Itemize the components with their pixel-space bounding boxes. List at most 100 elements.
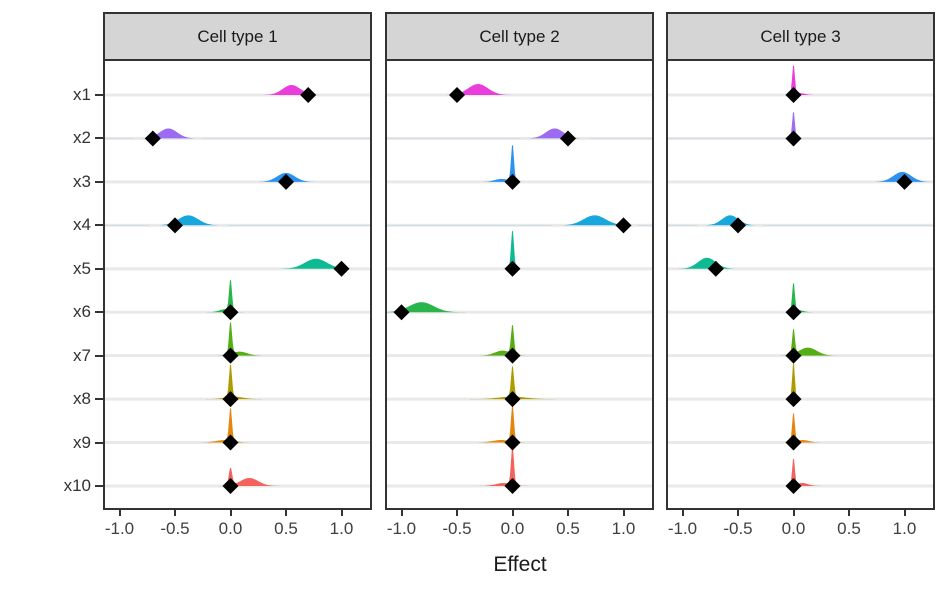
- y-tick-x7: [95, 354, 103, 357]
- point-diamond-x10: [504, 477, 521, 494]
- point-diamond-x10: [785, 477, 802, 494]
- x-tick-label-0.0: 0.0: [500, 519, 525, 538]
- facet-strip-label: Cell type 2: [479, 26, 560, 46]
- y-axis-label-x4: x4: [73, 215, 91, 235]
- point-diamond-x10: [222, 477, 239, 494]
- density-x6: [105, 280, 370, 313]
- point-diamond-x1: [785, 87, 802, 103]
- point-diamond-x1: [449, 87, 465, 103]
- gridline-x1: [387, 93, 652, 97]
- density-x6: [387, 302, 652, 313]
- facet-strip-label: Cell type 1: [197, 26, 278, 46]
- x-tick-Cell-type-3-1.0: [903, 510, 906, 516]
- x-tick-Cell-type-3--1.0: [681, 510, 684, 516]
- x-tick-label--1.0: -1.0: [104, 519, 135, 538]
- density-x6: [668, 283, 933, 313]
- y-axis-label-x8: x8: [73, 389, 91, 409]
- y-axis-label-x9: x9: [73, 432, 91, 452]
- facet-strip-cell-type-2: Cell type 2: [385, 12, 654, 61]
- point-diamond-x2: [785, 130, 802, 147]
- y-tick-x4: [95, 224, 103, 227]
- panel-cell-type-3: [666, 59, 935, 510]
- x-tick-Cell-type-1--0.5: [174, 510, 176, 516]
- y-axis-label-x10: x10: [63, 475, 91, 495]
- x-tick-label-1.0: 1.0: [611, 519, 636, 538]
- panel-canvas-cell-type-1: [105, 85, 370, 494]
- point-diamond-x2: [560, 130, 576, 147]
- density-x7: [668, 329, 933, 356]
- x-tick-label--0.5: -0.5: [723, 519, 753, 538]
- density-x8: [668, 363, 933, 400]
- density-x8: [105, 364, 370, 400]
- y-tick-x3: [95, 180, 103, 183]
- y-tick-x2: [95, 137, 103, 140]
- x-tick-label--1.0: -1.0: [667, 519, 698, 538]
- panel-cell-type-2: [385, 59, 654, 510]
- density-x2: [668, 112, 933, 139]
- x-tick-label-0.5: 0.5: [274, 519, 298, 538]
- y-axis-label-x2: x2: [73, 128, 91, 148]
- x-tick-Cell-type-3--0.5: [737, 510, 739, 516]
- gridline-x2: [105, 136, 370, 140]
- point-diamond-x9: [785, 434, 802, 451]
- x-tick-Cell-type-3-0.0: [792, 510, 795, 516]
- density-x1: [668, 65, 933, 95]
- panel-canvas-cell-type-2: [387, 84, 652, 494]
- x-tick-Cell-type-1-0.0: [229, 510, 232, 516]
- facet-strip-cell-type-1: Cell type 1: [103, 12, 372, 61]
- x-tick-Cell-type-2-0.0: [511, 510, 514, 516]
- x-tick-Cell-type-1-1.0: [340, 510, 343, 516]
- point-diamond-x2: [144, 130, 161, 147]
- density-x5: [668, 257, 933, 269]
- density-x5: [105, 258, 370, 269]
- density-x7: [105, 322, 370, 356]
- density-x4: [387, 215, 652, 226]
- point-diamond-x4: [730, 217, 746, 234]
- facet-strip-label: Cell type 3: [760, 26, 841, 46]
- facet-strip-cell-type-3: Cell type 3: [666, 12, 935, 61]
- density-x9: [668, 413, 933, 443]
- gridline-x1: [105, 93, 370, 97]
- gridline-x2: [387, 136, 652, 140]
- x-tick-Cell-type-2-1.0: [622, 510, 625, 516]
- density-x10: [105, 467, 370, 486]
- point-diamond-x5: [504, 260, 521, 277]
- density-x9: [387, 405, 652, 443]
- point-diamond-x7: [222, 347, 239, 364]
- x-tick-label-0.5: 0.5: [837, 519, 861, 538]
- point-diamond-x8: [222, 391, 239, 408]
- density-x2: [105, 128, 370, 139]
- point-diamond-x6: [393, 304, 410, 321]
- point-diamond-x8: [504, 391, 521, 408]
- point-diamond-x7: [785, 347, 802, 364]
- x-tick-label-0.0: 0.0: [218, 519, 243, 538]
- gridline-x6: [387, 310, 652, 314]
- y-axis-label-x3: x3: [73, 171, 91, 191]
- y-axis-label-x5: x5: [73, 258, 91, 278]
- y-tick-x10: [95, 484, 103, 487]
- y-tick-x9: [95, 441, 103, 444]
- density-x10: [387, 446, 652, 486]
- x-axis-title: Effect: [493, 553, 547, 576]
- y-axis-label-x6: x6: [73, 302, 91, 322]
- y-tick-x6: [95, 311, 103, 314]
- point-diamond-x3: [896, 173, 913, 190]
- density-x1: [387, 84, 652, 95]
- x-tick-Cell-type-2--0.5: [456, 510, 458, 516]
- x-tick-label--0.5: -0.5: [442, 519, 472, 538]
- point-diamond-x3: [504, 173, 521, 190]
- density-x3: [387, 145, 652, 182]
- point-diamond-x5: [333, 260, 350, 277]
- density-x9: [105, 408, 370, 443]
- density-x10: [668, 458, 933, 486]
- point-diamond-x4: [167, 217, 183, 234]
- point-diamond-x4: [615, 217, 632, 234]
- density-x7: [387, 325, 652, 356]
- x-tick-Cell-type-3-0.5: [848, 510, 850, 516]
- density-x8: [387, 366, 652, 400]
- point-diamond-x7: [504, 347, 521, 364]
- x-tick-label--0.5: -0.5: [160, 519, 190, 538]
- point-diamond-x5: [707, 260, 724, 277]
- y-axis-label-x1: x1: [73, 85, 91, 104]
